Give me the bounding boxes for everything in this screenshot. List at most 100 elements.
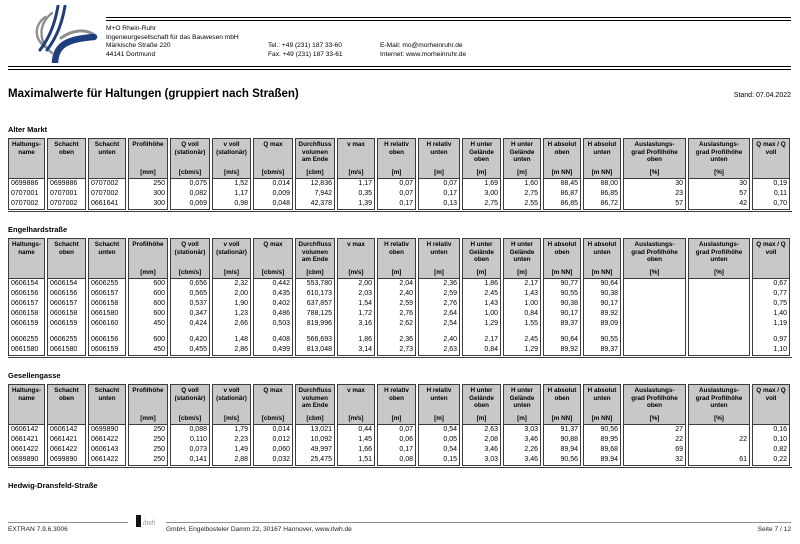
table-cell: 0661641 (88, 199, 126, 210)
table-cell: 61 (688, 455, 750, 466)
column-label: H relativ unten (426, 241, 452, 256)
table-cell: 1,43 (503, 289, 541, 299)
haltungen-table: Haltungs- name Schacht oben Schacht unten P… (8, 138, 792, 212)
column-unit: [m] (476, 269, 487, 276)
column-header: Haltungs- name (8, 138, 45, 179)
table-cell: 0606255 (47, 335, 86, 345)
table-cell: 0707001 (47, 189, 86, 199)
table-cell: 250 (128, 435, 168, 445)
table-cell: 90,64 (583, 279, 621, 289)
column-header-content: H absolut unten [m NN] (585, 141, 619, 177)
table-cell: 89,92 (543, 345, 581, 356)
table-cell (623, 299, 686, 309)
column-unit: [m NN] (591, 169, 613, 176)
column-unit (10, 169, 43, 177)
column-header-content: v max [m/s] (339, 387, 373, 423)
table-cell: 0,19 (752, 179, 790, 189)
table-cell: 86,87 (543, 189, 581, 199)
column-label: H absolut unten (587, 141, 617, 156)
table-cell: 89,68 (583, 445, 621, 455)
table-cell: 3,16 (337, 319, 375, 329)
column-label: Q voll (stationär) (174, 241, 206, 256)
column-label: Schacht oben (54, 241, 79, 256)
column-unit: [m] (517, 415, 527, 422)
column-label: H unter Gelände oben (469, 387, 494, 410)
column-header: Schacht unten (88, 384, 126, 425)
table-cell: 23 (623, 189, 686, 199)
table-cell: 57 (623, 199, 686, 210)
table-cell (688, 345, 750, 356)
itwh-logo-icon: itwh (136, 515, 156, 527)
column-header-content: v voll (stationär) [m/s] (214, 241, 249, 277)
column-label: v voll (stationär) (216, 141, 247, 156)
column-header: H unter Gelände oben [m] (462, 238, 501, 279)
column-label: Q max / Q voll (756, 141, 786, 156)
table-cell: 1,23 (212, 309, 251, 319)
header-row: Haltungs- name Schacht oben Schacht unten P… (8, 238, 790, 279)
table-cell: 2,00 (337, 279, 375, 289)
empty-cell (503, 329, 541, 335)
table-cell: 2,54 (418, 319, 460, 329)
table-row: 0606159 0606159 0606160 450 0,424 2,66 0,503 81… (8, 319, 790, 329)
column-label: H unter Gelände unten (509, 387, 535, 410)
table-cell: 0,499 (253, 345, 293, 356)
table-cell: 0,141 (170, 455, 210, 466)
table-cell (623, 289, 686, 299)
column-header: v voll (stationär) [m/s] (212, 384, 251, 425)
table-cell: 0606142 (8, 425, 45, 435)
column-unit: [mm] (140, 169, 156, 176)
table-cell: 0661422 (8, 445, 45, 455)
table-cell: 553,780 (295, 279, 335, 289)
table-cell: 32 (623, 455, 686, 466)
column-unit (90, 269, 124, 277)
column-label: Profilhöhe (132, 241, 164, 248)
empty-cell (337, 329, 375, 335)
column-unit (10, 415, 43, 423)
column-header-content: Schacht oben (49, 141, 84, 177)
column-header-content: Schacht unten (90, 241, 124, 277)
letterhead-bottom-rule (8, 66, 791, 70)
table-cell: 0,22 (752, 455, 790, 466)
column-unit: [m] (434, 169, 444, 176)
table-cell: 0,012 (253, 435, 293, 445)
table-cell: 2,04 (377, 279, 416, 289)
table-cell: 250 (128, 179, 168, 189)
table-cell: 0661580 (8, 345, 45, 356)
table-cell: 90,38 (543, 299, 581, 309)
column-header: Q max / Q voll (752, 384, 790, 425)
table-cell: 2,45 (462, 289, 501, 299)
empty-cell (170, 329, 210, 335)
table-cell: 0661580 (47, 345, 86, 356)
table-cell: 0,15 (418, 455, 460, 466)
column-header: Auslastungs- grad Profilhöhe unten [%] (688, 238, 750, 279)
table-cell (623, 345, 686, 356)
column-label: Schacht unten (94, 387, 120, 402)
table-cell: 0,565 (170, 289, 210, 299)
table-cell: 89,94 (583, 455, 621, 466)
letterhead-top-rule (106, 17, 791, 21)
street-heading: Gesellengasse (8, 371, 61, 380)
table-cell: 3,03 (462, 455, 501, 466)
empty-cell (418, 329, 460, 335)
column-header-content: H unter Gelände oben [m] (464, 387, 499, 423)
page-title: Maximalwerte für Haltungen (gruppiert na… (8, 88, 299, 100)
table-cell: 3,46 (462, 445, 501, 455)
table-row: 0606142 0606142 0699890 250 0,088 1,79 0,014 13… (8, 425, 790, 435)
report-table: Haltungs- name Schacht oben Schacht unten P… (6, 138, 792, 210)
table-cell: 0,082 (170, 189, 210, 199)
table-cell: 90,88 (543, 435, 581, 445)
table-row: 0699886 0699886 0707002 250 0,075 1,52 0,014 12… (8, 179, 790, 189)
table-cell: 0606159 (47, 319, 86, 329)
table-cell: 2,75 (462, 199, 501, 210)
column-header-content: H unter Gelände unten [m] (505, 141, 539, 177)
table-cell: 0661422 (88, 435, 126, 445)
table-cell: 2,26 (503, 445, 541, 455)
table-cell: 1,29 (503, 345, 541, 356)
table-cell: 10,092 (295, 435, 335, 445)
title-row: Maximalwerte für Haltungen (gruppiert na… (8, 88, 791, 100)
column-header-content: Auslastungs- grad Profilhöhe unten [%] (690, 387, 748, 423)
column-label: Auslastungs- grad Profilhöhe unten (695, 141, 743, 164)
column-header: H absolut unten [m NN] (583, 138, 621, 179)
column-header: Durchfluss volumen am Ende [cbm] (295, 384, 335, 425)
column-label: Auslastungs- grad Profilhöhe oben (631, 241, 678, 264)
